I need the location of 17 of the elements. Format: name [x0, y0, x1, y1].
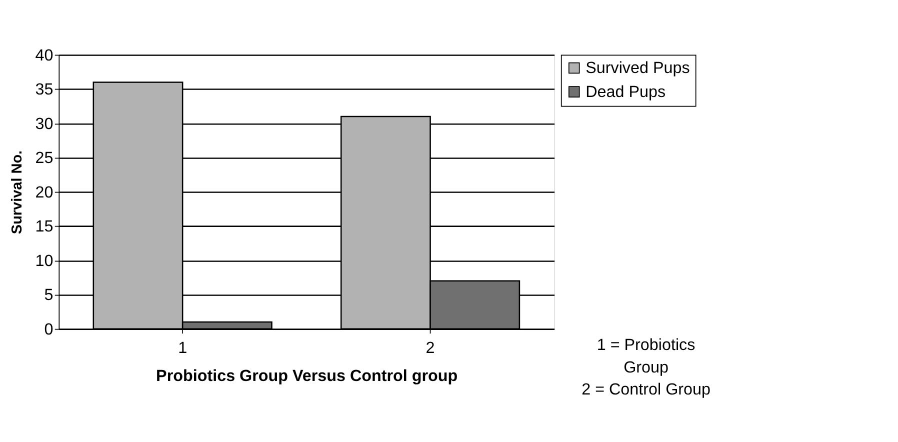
y-tick-label: 15 [35, 218, 54, 236]
y-tick-label: 40 [35, 46, 54, 64]
y-tick-label: 0 [44, 320, 54, 338]
legend-label: Dead Pups [586, 82, 666, 101]
x-axis-title: Probiotics Group Versus Control group [156, 367, 458, 386]
y-tick-label: 25 [35, 149, 54, 168]
text: 1 = Probiotics Group [596, 336, 696, 376]
y-tick-label: 30 [35, 114, 54, 133]
x-tick-label: 2 [426, 339, 435, 358]
y-axis-title: Survival No. [10, 150, 26, 234]
x-tick-label: 1 [178, 339, 188, 358]
y-tick-label: 20 [35, 183, 54, 202]
y-tick-label: 10 [35, 252, 54, 270]
y-tick-label: 35 [35, 80, 54, 99]
y-tick-label: 5 [44, 286, 54, 304]
text: 2 = Control Group [582, 380, 710, 398]
legend-label: Survived Pups [586, 59, 690, 78]
